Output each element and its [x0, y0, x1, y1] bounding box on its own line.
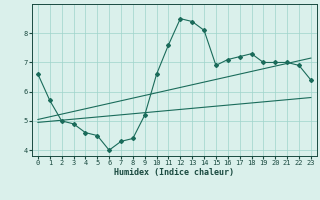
X-axis label: Humidex (Indice chaleur): Humidex (Indice chaleur): [115, 168, 234, 177]
